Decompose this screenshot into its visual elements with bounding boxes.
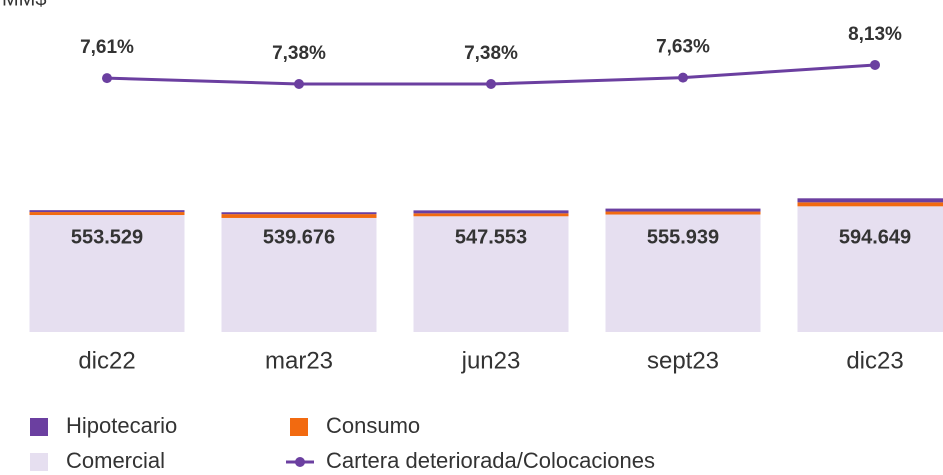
line-value-label: 8,13%: [848, 24, 902, 45]
bar-segment: [221, 214, 377, 218]
legend-swatch: [30, 418, 48, 436]
line-value-label: 7,63%: [656, 37, 710, 58]
bar-segment: [221, 212, 377, 215]
bar-segment: [413, 213, 569, 217]
bar-segment: [605, 214, 761, 332]
bar-segment: [413, 216, 569, 332]
bar-value-label: 594.649: [839, 226, 911, 248]
bar-segment: [605, 208, 761, 212]
bar-value-label: 539.676: [263, 226, 335, 248]
bar-value-label: 553.529: [71, 226, 143, 248]
bar-segment: [29, 210, 185, 213]
x-tick-label: mar23: [265, 347, 333, 374]
bar-value-label: 555.939: [647, 226, 719, 248]
line-point: [486, 78, 496, 89]
legend-marker: [295, 457, 305, 467]
unit-label: MM$: [2, 0, 46, 10]
bar-segment: [797, 206, 943, 332]
bar-segment: [29, 215, 185, 332]
line-value-label: 7,38%: [272, 43, 326, 64]
bar-segment: [221, 217, 377, 332]
bar-segment: [797, 198, 943, 203]
bar-value-label: 547.553: [455, 226, 527, 248]
line-point: [678, 72, 688, 83]
line-point: [294, 78, 304, 89]
legend-label: Cartera deteriorada/Colocaciones: [326, 448, 655, 473]
bar-segment: [797, 202, 943, 207]
legend-label: Comercial: [66, 448, 165, 473]
x-tick-label: jun23: [461, 347, 521, 374]
legend-swatch: [30, 453, 48, 471]
bar-segment: [29, 212, 185, 216]
x-tick-label: dic22: [78, 347, 135, 374]
bar-segment: [605, 211, 761, 215]
line-point: [102, 73, 112, 84]
bar-segment: [413, 210, 569, 214]
x-tick-label: dic23: [846, 347, 903, 374]
legend-swatch: [290, 418, 308, 436]
x-tick-label: sept23: [647, 347, 719, 374]
line-value-label: 7,38%: [464, 43, 518, 64]
legend-label: Hipotecario: [66, 413, 177, 438]
line-point: [870, 59, 880, 70]
line-value-label: 7,61%: [80, 37, 134, 58]
legend-label: Consumo: [326, 413, 420, 438]
